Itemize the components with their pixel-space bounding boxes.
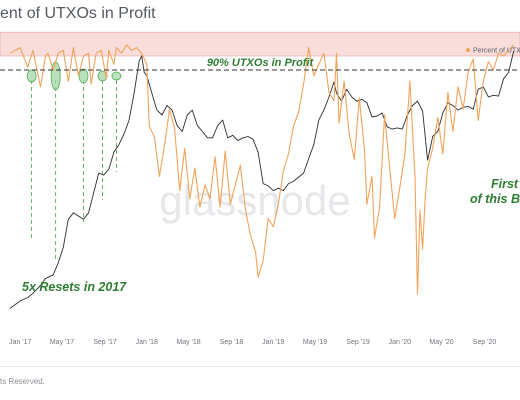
- annotation-text: of this B: [470, 192, 520, 206]
- annotation-text: First: [491, 177, 519, 191]
- x-tick-label: May '19: [303, 339, 327, 346]
- x-tick-label: Jan '20: [389, 339, 411, 346]
- percent-utxos-series-line: [9, 44, 515, 295]
- copyright-text: ts Reserved.: [0, 377, 45, 386]
- x-tick-label: Sep '20: [473, 339, 497, 346]
- x-tick-label: Sep '18: [220, 339, 244, 346]
- x-tick-label: Jan '19: [262, 339, 284, 346]
- overheated-band: [0, 31, 520, 57]
- x-tick-label: Sep '19: [346, 339, 370, 346]
- page-title: ent of UTXOs in Profit: [0, 5, 156, 22]
- annotation-text: 5x Resets in 2017: [22, 280, 127, 294]
- legend-label: Percent of UTXOs: [473, 48, 520, 55]
- x-tick-label: May '17: [50, 339, 74, 346]
- watermark: glassnode: [159, 177, 350, 224]
- x-tick-label: Sep '17: [93, 339, 117, 346]
- footer-divider: [0, 366, 520, 367]
- reset-marker: [78, 68, 89, 84]
- reference-line-label: 90% UTXOs in Profit: [207, 57, 315, 69]
- x-tick-label: May '20: [429, 339, 453, 346]
- x-tick-label: Jan '18: [136, 339, 158, 346]
- price-series-line: [9, 50, 515, 309]
- legend-swatch: [466, 48, 470, 52]
- reset-marker: [26, 69, 37, 83]
- x-tick-label: Jan '17: [9, 339, 31, 346]
- x-tick-label: May '18: [176, 339, 200, 346]
- reset-marker: [111, 71, 122, 81]
